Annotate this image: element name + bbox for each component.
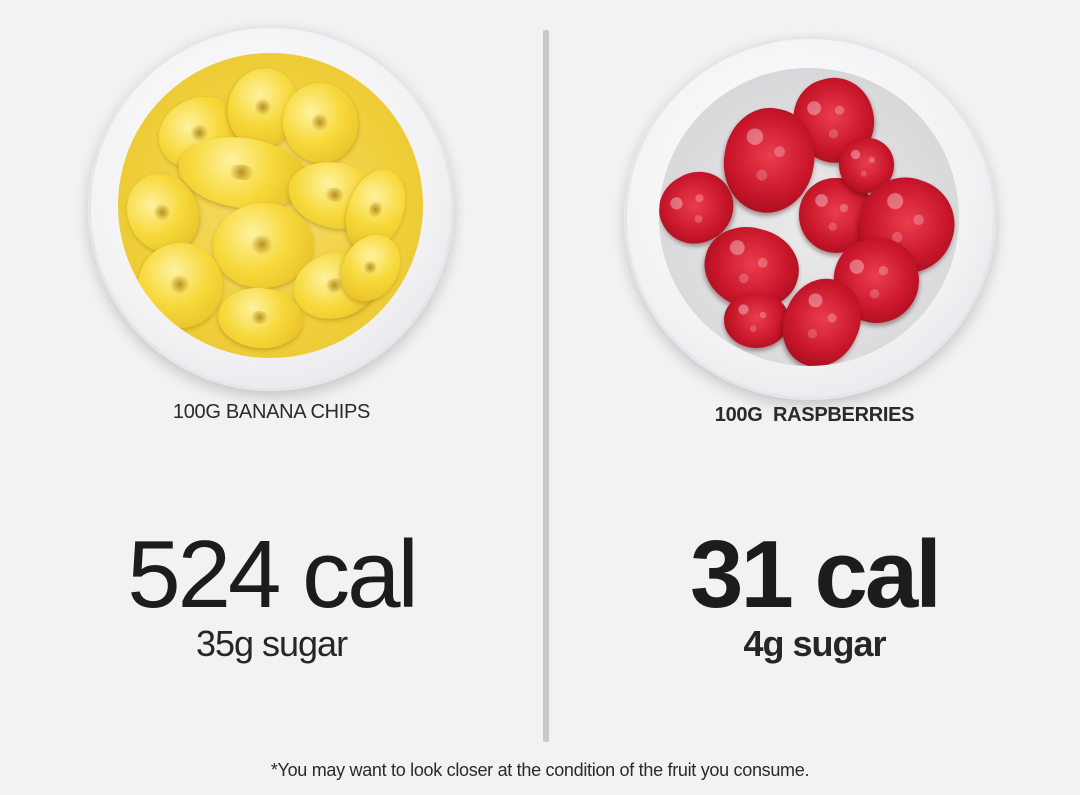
raspberries-fill <box>659 68 959 366</box>
raspberries-sugar: 4g sugar <box>743 623 886 664</box>
banana-chips-panel: 100G BANANA CHIPS 524 cal 35g sugar <box>0 0 543 745</box>
banana-chip <box>215 284 306 352</box>
banana-chips-calories: 524 cal <box>127 521 419 628</box>
raspberries-calories: 31 cal <box>690 521 942 628</box>
raspberries-label: 100G RASPBERRIES <box>714 404 915 426</box>
footnote: *You may want to look closer at the cond… <box>270 760 810 780</box>
center-divider <box>543 30 549 742</box>
banana-chips-label: 100G BANANA CHIPS <box>172 401 371 423</box>
raspberries-bowl-icon <box>624 36 996 400</box>
banana-chips-sugar: 35g sugar <box>195 623 348 664</box>
banana-chips-bowl-icon <box>88 25 454 391</box>
banana-chips-fill <box>118 53 423 358</box>
raspberry <box>724 293 789 348</box>
raspberries-panel: 100G RASPBERRIES 31 cal 4g sugar <box>549 0 1080 745</box>
